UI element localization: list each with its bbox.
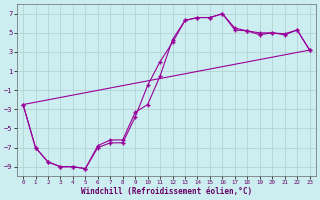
- X-axis label: Windchill (Refroidissement éolien,°C): Windchill (Refroidissement éolien,°C): [81, 187, 252, 196]
